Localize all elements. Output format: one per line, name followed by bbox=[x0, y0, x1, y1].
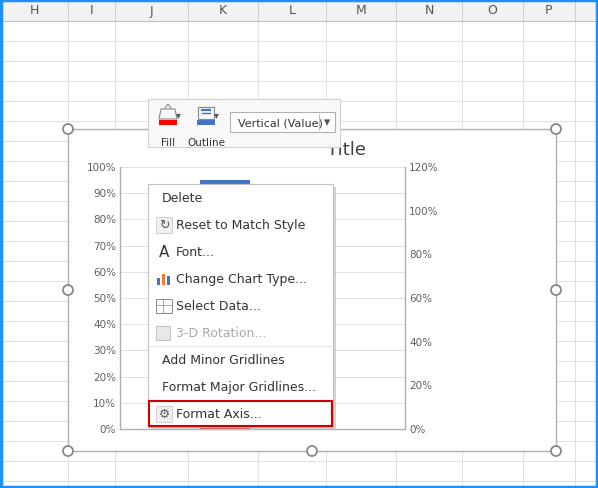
Text: 80%: 80% bbox=[93, 215, 116, 225]
Text: 120%: 120% bbox=[409, 163, 438, 173]
Circle shape bbox=[307, 446, 317, 456]
Bar bbox=[230, 113, 335, 133]
Circle shape bbox=[551, 446, 561, 456]
Text: ▾: ▾ bbox=[176, 110, 181, 120]
Text: 3-D Rotation...: 3-D Rotation... bbox=[176, 326, 266, 339]
Circle shape bbox=[63, 446, 73, 456]
Text: Outline: Outline bbox=[187, 138, 225, 148]
Bar bbox=[151, 187, 336, 430]
Text: H: H bbox=[29, 4, 39, 18]
Bar bbox=[148, 184, 333, 427]
Text: 50%: 50% bbox=[93, 293, 116, 304]
Text: Vertical (Value): Vertical (Value) bbox=[238, 118, 323, 128]
Bar bbox=[162, 274, 165, 285]
Circle shape bbox=[551, 285, 561, 295]
Bar bbox=[156, 217, 172, 233]
Bar bbox=[156, 326, 170, 340]
Bar bbox=[156, 299, 172, 313]
Bar bbox=[159, 121, 177, 126]
Text: ↻: ↻ bbox=[158, 219, 169, 231]
Bar bbox=[157, 278, 160, 285]
Text: Fill: Fill bbox=[161, 138, 175, 148]
Text: 0%: 0% bbox=[409, 424, 425, 434]
Text: Title: Title bbox=[327, 141, 365, 159]
Text: 100%: 100% bbox=[409, 206, 438, 216]
Text: L: L bbox=[288, 4, 295, 18]
Bar bbox=[68, 130, 556, 451]
Bar bbox=[156, 406, 172, 422]
Bar bbox=[198, 108, 214, 120]
Text: 10%: 10% bbox=[93, 398, 116, 408]
Text: 80%: 80% bbox=[409, 250, 432, 260]
Text: Format Major Gridlines...: Format Major Gridlines... bbox=[162, 380, 316, 393]
Text: J: J bbox=[150, 4, 153, 18]
Text: 20%: 20% bbox=[409, 381, 432, 390]
Text: A: A bbox=[159, 244, 169, 260]
Bar bbox=[0, 0, 598, 22]
Text: P: P bbox=[545, 4, 553, 18]
Text: I: I bbox=[90, 4, 93, 18]
Text: 30%: 30% bbox=[93, 346, 116, 356]
Text: M: M bbox=[356, 4, 367, 18]
Circle shape bbox=[63, 125, 73, 135]
Text: 70%: 70% bbox=[93, 241, 116, 251]
Circle shape bbox=[551, 125, 561, 135]
Text: Select Data...: Select Data... bbox=[176, 299, 261, 312]
Text: 40%: 40% bbox=[409, 337, 432, 347]
Bar bbox=[149, 401, 332, 426]
Text: 60%: 60% bbox=[409, 293, 432, 304]
Bar bbox=[148, 100, 340, 148]
Circle shape bbox=[307, 125, 317, 135]
Text: ▾: ▾ bbox=[324, 116, 330, 129]
Text: N: N bbox=[425, 4, 434, 18]
Text: Reset to Match Style: Reset to Match Style bbox=[176, 219, 306, 231]
Text: ▾: ▾ bbox=[213, 110, 218, 120]
Bar bbox=[167, 276, 170, 285]
Bar bbox=[200, 181, 250, 196]
Text: Font...: Font... bbox=[176, 245, 215, 259]
Text: 60%: 60% bbox=[93, 267, 116, 277]
Text: Add Minor Gridlines: Add Minor Gridlines bbox=[162, 353, 285, 366]
Text: Format Axis...: Format Axis... bbox=[176, 407, 262, 420]
Text: O: O bbox=[487, 4, 498, 18]
Text: 20%: 20% bbox=[93, 372, 116, 382]
Text: Delete: Delete bbox=[162, 192, 203, 204]
Bar bbox=[200, 181, 250, 429]
Circle shape bbox=[63, 285, 73, 295]
Text: ⚙: ⚙ bbox=[158, 407, 170, 420]
Text: 100%: 100% bbox=[87, 163, 116, 173]
Text: K: K bbox=[219, 4, 227, 18]
Text: Change Chart Type...: Change Chart Type... bbox=[176, 272, 307, 285]
Text: 40%: 40% bbox=[93, 320, 116, 329]
Text: 90%: 90% bbox=[93, 189, 116, 199]
Bar bbox=[197, 121, 215, 126]
Text: 0%: 0% bbox=[100, 424, 116, 434]
